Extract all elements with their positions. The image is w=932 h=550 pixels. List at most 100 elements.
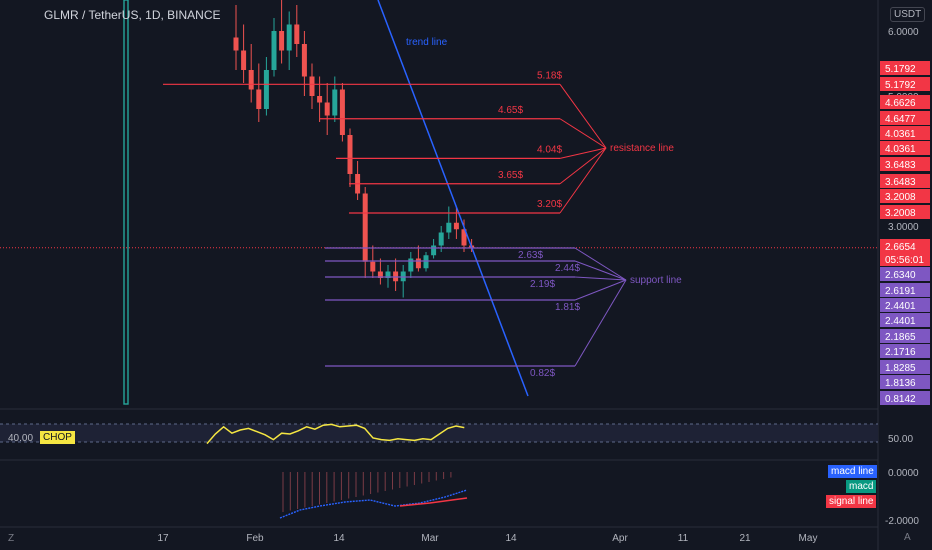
price-axis-label: 2.4401 bbox=[885, 316, 916, 327]
resistance-level-label: 5.18$ bbox=[537, 70, 562, 81]
symbol-title: GLMR / TetherUS, 1D, BINANCE bbox=[44, 8, 221, 22]
candle-body bbox=[339, 89, 345, 135]
x-tick-label: Feb bbox=[246, 533, 264, 544]
price-axis-label: 3.2008 bbox=[885, 192, 916, 203]
candle-body bbox=[248, 70, 254, 90]
price-axis-label: 2.4401 bbox=[885, 301, 916, 312]
price-axis-label-bg bbox=[880, 77, 930, 91]
resistance-level-label: 4.04$ bbox=[537, 144, 562, 155]
macd-label: macd bbox=[846, 480, 877, 493]
resistance-arrow bbox=[559, 84, 607, 149]
candle-body bbox=[271, 31, 277, 70]
support-level-label: 1.81$ bbox=[555, 302, 580, 313]
price-axis-label: 4.6477 bbox=[885, 114, 916, 125]
price-axis-label-bg bbox=[880, 141, 930, 155]
chop-value-right: 50.00 bbox=[888, 434, 913, 445]
price-axis-label: 3.6483 bbox=[885, 160, 916, 171]
candle-body bbox=[241, 50, 247, 70]
resistance-arrow bbox=[559, 147, 607, 159]
price-axis-label: 1.8136 bbox=[885, 378, 916, 389]
candle-body bbox=[309, 76, 315, 96]
candle-body bbox=[385, 271, 391, 278]
x-tick-label: Mar bbox=[421, 533, 439, 544]
price-axis-label: 2.6654 bbox=[885, 242, 916, 253]
candle-body bbox=[377, 271, 383, 278]
price-axis-label-bg bbox=[880, 313, 930, 327]
candle-body bbox=[431, 245, 437, 256]
resistance-arrow bbox=[559, 147, 607, 214]
auto-scale-button[interactable]: A bbox=[904, 532, 911, 543]
candle-body bbox=[294, 24, 300, 44]
price-axis-label-bg bbox=[880, 283, 930, 297]
price-axis-label-bg bbox=[880, 344, 930, 358]
price-axis-label-bg bbox=[880, 267, 930, 281]
candle-body bbox=[263, 70, 269, 109]
price-axis-label: 2.1865 bbox=[885, 332, 916, 343]
resistance-level-label: 3.65$ bbox=[498, 170, 523, 181]
candle-body bbox=[301, 44, 307, 77]
x-tick-label: 14 bbox=[333, 533, 345, 544]
x-tick-label: 14 bbox=[505, 533, 517, 544]
candle-body bbox=[461, 229, 467, 246]
support-level-label: 2.63$ bbox=[518, 250, 543, 261]
candle-body bbox=[400, 271, 406, 282]
candle-body bbox=[279, 31, 285, 51]
candle-body bbox=[256, 89, 262, 109]
candle-body bbox=[393, 271, 399, 282]
resistance-level-label: 4.65$ bbox=[498, 105, 523, 116]
price-axis-label: 2.6340 bbox=[885, 270, 916, 281]
price-axis-label: 1.8285 bbox=[885, 363, 916, 374]
price-axis-label-bg bbox=[880, 111, 930, 125]
candle-body bbox=[286, 24, 292, 51]
candle-body bbox=[438, 232, 444, 246]
price-axis-label-bg bbox=[880, 360, 930, 374]
price-axis-label-bg bbox=[880, 375, 930, 389]
chop-line bbox=[206, 423, 465, 445]
chop-band bbox=[0, 424, 878, 442]
candle-body bbox=[453, 222, 459, 230]
price-axis-label-bg bbox=[880, 95, 930, 109]
candle-body bbox=[408, 258, 414, 272]
y-tick-label: 6.0000 bbox=[888, 27, 919, 38]
y-tick-label: 3.0000 bbox=[888, 222, 919, 233]
price-axis-label-bg bbox=[880, 174, 930, 188]
candle-body bbox=[332, 89, 338, 116]
price-axis-label: 2.6191 bbox=[885, 286, 916, 297]
price-axis-label-bg bbox=[880, 298, 930, 312]
x-tick-label: 21 bbox=[739, 533, 751, 544]
currency-selector[interactable]: USDT bbox=[890, 7, 926, 22]
price-axis-label: 5.1792 bbox=[885, 80, 916, 91]
candle-body bbox=[423, 255, 429, 269]
price-axis-label-bg bbox=[880, 157, 930, 171]
tall-candle bbox=[123, 0, 129, 405]
support-level-label: 0.82$ bbox=[530, 368, 555, 379]
candle-body bbox=[324, 102, 330, 116]
resistance-arrow bbox=[559, 147, 607, 185]
macd-line bbox=[279, 489, 468, 519]
signal-line bbox=[399, 497, 468, 507]
price-axis-label-bg bbox=[880, 391, 930, 405]
timezone-button[interactable]: Z bbox=[8, 533, 15, 544]
x-tick-label: 17 bbox=[157, 533, 169, 544]
macd-tick: -2.0000 bbox=[885, 516, 919, 527]
price-axis-label: 3.6483 bbox=[885, 177, 916, 188]
support-arrow bbox=[574, 276, 627, 281]
price-axis-label-bg bbox=[880, 189, 930, 203]
resistance-arrow bbox=[559, 118, 607, 149]
price-axis-label-bg bbox=[880, 61, 930, 75]
x-tick-label: May bbox=[799, 533, 818, 544]
support-arrow bbox=[574, 260, 627, 281]
price-axis-label: 2.1716 bbox=[885, 347, 916, 358]
price-axis-label: 4.6626 bbox=[885, 98, 916, 109]
signal-line-label: signal line bbox=[826, 495, 877, 508]
trend-line bbox=[377, 0, 529, 397]
support-arrow bbox=[574, 247, 627, 281]
chop-label[interactable]: CHOP bbox=[40, 431, 75, 444]
price-axis-label: 4.0361 bbox=[885, 144, 916, 155]
price-axis-label-bg bbox=[880, 126, 930, 140]
support-level-label: 2.44$ bbox=[555, 263, 580, 274]
candle-body bbox=[317, 96, 323, 103]
support-level-label: 2.19$ bbox=[530, 279, 555, 290]
macd-tick: 0.0000 bbox=[888, 468, 919, 479]
